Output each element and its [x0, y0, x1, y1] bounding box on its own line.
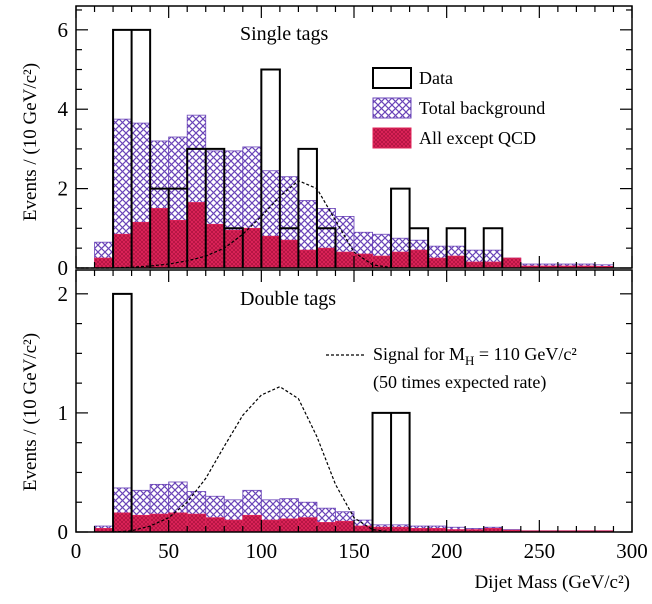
legend-swatch-all-except-qcd: [372, 127, 412, 149]
bar-all-except-qcd-double: [223, 519, 244, 533]
signal-legend-label: Signal for MH = 110 GeV/c²: [373, 344, 577, 368]
data-histogram-double: [112, 292, 411, 532]
x-tick-label: 50: [158, 539, 179, 563]
data-histogram-single: [112, 28, 504, 268]
x-tick-label: 200: [431, 539, 463, 563]
bar-all-except-qcd-single: [335, 251, 355, 269]
y-tick-label: 0: [58, 256, 69, 280]
bar-all-except-qcd-double: [205, 517, 225, 533]
ylabel-single-text: Events / (10 GeV/c²): [20, 63, 41, 221]
signal-label-rest: = 110 GeV/c²: [474, 344, 576, 364]
bar-all-except-qcd-single: [260, 235, 281, 269]
bar-all-except-qcd-single: [279, 239, 299, 269]
signal-legend: Signal for MH = 110 GeV/c² (50 times exp…: [326, 344, 577, 393]
x-tick-label: 150: [338, 539, 370, 563]
ylabel-double-text: Events / (10 GeV/c²): [20, 333, 41, 491]
y-tick-label: 0: [58, 520, 69, 544]
xlabel: Dijet Mass (GeV/c²): [474, 572, 630, 593]
signal-label-subscript: H: [465, 353, 474, 368]
bar-all-except-qcd-double: [149, 513, 170, 533]
legend-label-data: Data: [419, 68, 453, 88]
bar-all-except-qcd-double: [112, 512, 132, 533]
y-tick-label: 4: [58, 97, 69, 121]
signal-note: (50 times expected rate): [373, 372, 546, 393]
bar-all-except-qcd-double: [297, 517, 318, 533]
bar-all-except-qcd-double: [279, 518, 299, 533]
panel-title-single: Single tags: [240, 23, 329, 45]
bar-all-except-qcd-single: [464, 261, 485, 269]
bar-all-except-qcd-single: [131, 221, 151, 269]
bar-all-except-qcd-single: [149, 208, 170, 269]
single-tags-panel: 0 2 4 6: [58, 5, 633, 280]
bar-all-except-qcd-single: [112, 233, 132, 269]
ylabel-single: Events / (10 GeV/c²): [20, 63, 41, 221]
bar-all-except-qcd-single: [242, 227, 262, 269]
bar-all-except-qcd-single: [501, 257, 522, 269]
legend-label-total-background: Total background: [419, 98, 545, 118]
ylabel-double: Events / (10 GeV/c²): [20, 333, 41, 491]
bar-all-except-qcd-double: [335, 520, 355, 533]
signal-curve-double: [113, 386, 392, 533]
bar-all-except-qcd-single: [390, 251, 411, 269]
bar-all-except-qcd-single: [168, 219, 188, 269]
y-tick-label: 2: [58, 282, 69, 306]
x-tick-label: 100: [246, 539, 278, 563]
legend-swatch-total-background: [372, 97, 412, 119]
x-tick-label: 0: [71, 539, 82, 563]
double-tags-panel: 0 1 2 0 50 100 150 200 250 300: [58, 269, 648, 563]
bar-all-except-qcd-double: [353, 525, 373, 533]
legend-swatch-data: [372, 67, 412, 89]
signal-label-main: Signal for M: [373, 344, 465, 364]
bar-all-except-qcd-single: [427, 257, 448, 269]
bar-all-except-qcd-double: [260, 519, 281, 533]
panel-title-double: Double tags: [240, 288, 336, 310]
bar-all-except-qcd-double: [316, 522, 336, 533]
bar-all-except-qcd-single: [353, 253, 373, 269]
x-tick-label: 300: [616, 539, 648, 563]
y-tick-label: 6: [58, 18, 69, 42]
bar-all-except-qcd-single: [409, 249, 429, 269]
bar-all-except-qcd-single: [297, 249, 318, 269]
x-tick-label: 250: [524, 539, 556, 563]
bar-all-except-qcd-double: [242, 514, 262, 533]
bar-all-except-qcd-single: [483, 261, 503, 269]
y-tick-label: 2: [58, 177, 69, 201]
bar-all-except-qcd-single: [446, 255, 466, 269]
y-tick-label: 1: [58, 401, 69, 425]
bar-all-except-qcd-single: [205, 223, 225, 269]
legend: Data Total background All except QCD: [372, 67, 545, 149]
bar-all-except-qcd-single: [94, 257, 114, 269]
bar-all-except-qcd-double: [186, 513, 207, 533]
bar-all-except-qcd-single: [316, 247, 336, 269]
legend-label-all-except-qcd: All except QCD: [419, 128, 536, 148]
signal-curve-single: [76, 179, 410, 269]
